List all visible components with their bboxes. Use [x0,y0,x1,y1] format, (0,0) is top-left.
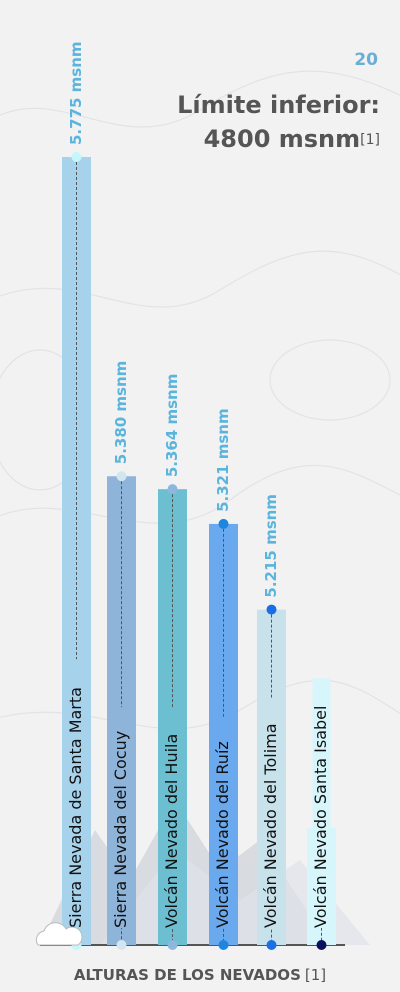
limit-value: 4800 msnm [204,125,361,153]
bars: 5.775 msnm Sierra Nevada de Santa Marta 5.… [62,41,336,950]
base-dot [167,940,178,950]
limit-text: 4800 msnm[1] [204,125,380,153]
category-bg [312,678,331,928]
background-contours [0,70,400,730]
value-label: 5.215 msnm [262,494,280,598]
category-bg [163,707,182,928]
value-label: 5.364 msnm [163,374,181,478]
base-dot [266,940,277,950]
category-bg [262,697,281,928]
category-bg [214,716,233,928]
category-label: Sierra Nevada de Santa Marta [66,687,85,928]
category-label: Volcán Nevado del Ruíz [213,741,232,928]
top-dot [116,471,127,482]
top-dot [218,518,229,529]
base-dot [116,940,127,950]
category-bg [67,659,86,928]
chart-title: ALTURAS DE LOS NEVADOS [74,966,301,984]
base-dot [218,940,229,950]
category-bg [112,707,131,928]
top-dot [266,604,277,615]
top-dot [167,484,178,495]
value-label: 5.775 msnm [67,41,85,145]
cloud-icon [35,922,83,946]
title-ref: [1] [305,966,326,984]
page-number: 20 [354,50,378,70]
limit-ref: [1] [360,132,380,148]
top-dot [71,152,82,162]
category-label: Volcán Nevado del Huila [162,734,181,928]
chart-title-text: ALTURAS DE LOS NEVADOS [1] [74,966,326,984]
limit-label: Límite inferior: [177,91,380,119]
category-label: Volcán Nevado del Tolima [261,723,280,928]
value-label: 5.321 msnm [214,408,232,512]
value-label: 5.380 msnm [112,361,130,465]
category-label: Volcán Nevado Santa Isabel [311,706,330,928]
category-label: Sierra Nevada del Cocuy [111,731,130,928]
base-dot [316,940,327,950]
